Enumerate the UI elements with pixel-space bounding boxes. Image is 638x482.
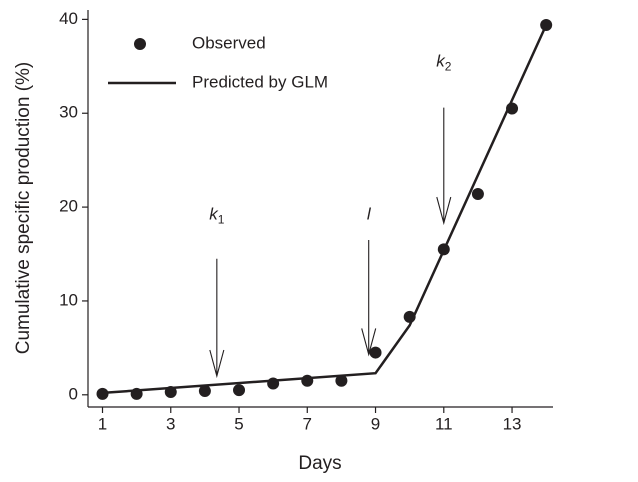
annotation-arrow [361,239,377,357]
data-point [233,384,246,397]
annotation-label: l [367,205,372,224]
line [102,24,548,395]
y-axis-label: Cumulative specific production (%) [13,62,34,355]
annotation-text: k [209,205,219,224]
x-tick-label: 1 [98,414,107,433]
annotation-arrow [209,258,225,379]
data-point [301,374,314,387]
legend-label: Observed [192,33,266,52]
data-point [369,346,382,359]
annotation-text: k [436,52,446,71]
x-tick-label: 7 [303,414,312,433]
annotation-text: l [367,205,372,224]
annotation-arrow [436,107,452,226]
annotation-label: k1 [209,205,225,227]
legend-label: Predicted by GLM [192,72,328,91]
annotation-subscript: 2 [445,60,452,74]
y-tick-label: 30 [59,103,78,122]
x-tick-label: 11 [435,414,453,433]
legend-marker [134,38,146,50]
data-point [96,387,109,400]
y-tick-label: 0 [69,384,78,403]
x-axis-label: Days [298,453,341,474]
y-tick-label: 40 [59,9,78,28]
annotation-label: k2 [436,52,452,74]
y-tick-label: 20 [59,197,78,216]
data-point [198,385,211,398]
data-point [335,374,348,387]
x-tick-label: 5 [234,414,243,433]
data-point [471,187,484,200]
x-tick-label: 9 [371,414,380,433]
y-tick-label: 10 [59,290,78,309]
x-tick-label: 3 [166,414,175,433]
x-tick-label: 13 [503,414,522,433]
annotation-subscript: 1 [218,213,225,227]
